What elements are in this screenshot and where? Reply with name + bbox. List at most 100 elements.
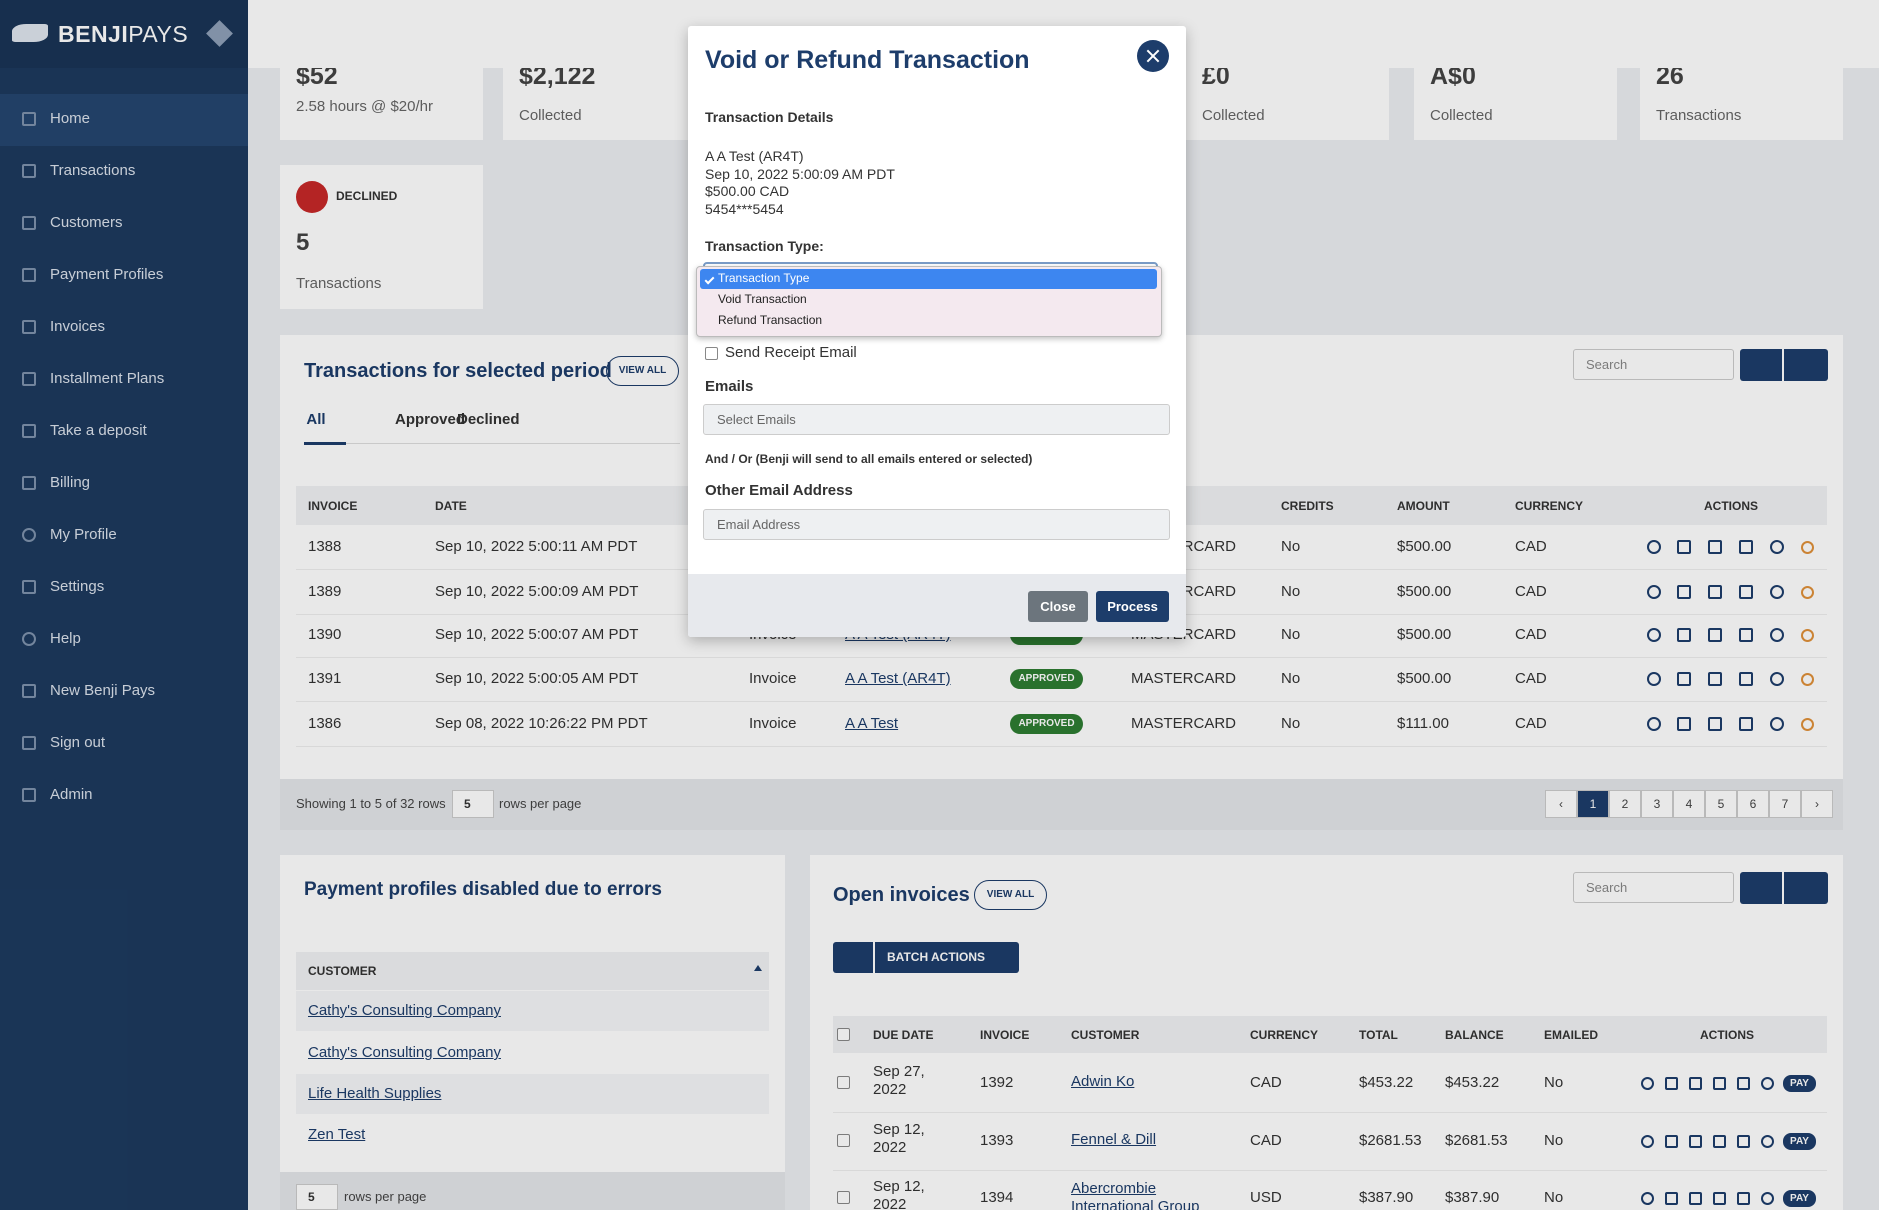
input[interactable]: Email Address bbox=[703, 509, 1170, 540]
nav-item[interactable]: Take a deposit bbox=[50, 422, 147, 439]
nav-item[interactable]: Help bbox=[50, 630, 81, 647]
customer[interactable]: A A Test bbox=[845, 715, 899, 732]
icon[interactable] bbox=[1688, 1076, 1702, 1090]
icon[interactable] bbox=[1640, 1191, 1654, 1205]
nav-item[interactable]: Customers bbox=[50, 214, 123, 231]
pay-button[interactable]: PAY bbox=[1783, 1075, 1816, 1092]
page-button[interactable]: 1 bbox=[1577, 790, 1609, 818]
icon[interactable] bbox=[1770, 540, 1784, 554]
checkbox[interactable] bbox=[837, 1028, 850, 1041]
nav-item[interactable]: Admin bbox=[50, 786, 93, 803]
column-header[interactable]: CURRENCY bbox=[1250, 1028, 1319, 1042]
icon[interactable] bbox=[1712, 1134, 1726, 1148]
checkbox[interactable] bbox=[705, 347, 718, 360]
icon[interactable] bbox=[1739, 672, 1753, 686]
page-button[interactable]: ‹ bbox=[1545, 790, 1577, 818]
icon[interactable] bbox=[1647, 540, 1661, 554]
icon[interactable] bbox=[1712, 1076, 1726, 1090]
nav-item[interactable]: Installment Plans bbox=[50, 370, 165, 387]
icon[interactable] bbox=[1640, 1076, 1654, 1090]
input[interactable]: Select Emails bbox=[703, 404, 1170, 435]
nav-item[interactable]: Payment Profiles bbox=[50, 266, 164, 283]
icon[interactable] bbox=[1677, 717, 1691, 731]
tab[interactable]: All bbox=[306, 411, 326, 428]
column-header[interactable]: BALANCE bbox=[1445, 1028, 1504, 1042]
pay-button[interactable]: PAY bbox=[1783, 1190, 1816, 1207]
columns-button[interactable] bbox=[1784, 872, 1828, 904]
page-size[interactable]: 5 bbox=[296, 1184, 338, 1210]
nav-item[interactable]: Billing bbox=[50, 474, 91, 491]
view-all[interactable]: VIEW ALL bbox=[974, 880, 1047, 910]
customer[interactable]: Cathy's Consulting Company bbox=[308, 1044, 501, 1061]
icon[interactable] bbox=[1688, 1134, 1702, 1148]
option[interactable]: Transaction Type bbox=[718, 271, 810, 285]
checkbox[interactable] bbox=[837, 1134, 850, 1147]
nav-item[interactable]: Invoices bbox=[50, 318, 106, 335]
customer[interactable]: Fennel & Dill bbox=[1071, 1131, 1157, 1148]
page-size[interactable]: 5 bbox=[452, 790, 494, 818]
checkbox[interactable] bbox=[837, 1191, 850, 1204]
column-header[interactable]: AMOUNT bbox=[1397, 499, 1450, 513]
icon[interactable] bbox=[1708, 717, 1722, 731]
icon[interactable] bbox=[1770, 585, 1784, 599]
pay-button[interactable]: PAY bbox=[1783, 1133, 1816, 1150]
icon[interactable] bbox=[1712, 1191, 1726, 1205]
batch-icon-button[interactable] bbox=[833, 942, 873, 973]
checkbox[interactable] bbox=[837, 1076, 850, 1089]
page-button[interactable]: 6 bbox=[1737, 790, 1769, 818]
icon[interactable] bbox=[1677, 672, 1691, 686]
icon[interactable] bbox=[1664, 1076, 1678, 1090]
icon[interactable] bbox=[1736, 1076, 1750, 1090]
search[interactable]: Search bbox=[1573, 872, 1734, 903]
option[interactable]: Refund Transaction bbox=[718, 313, 823, 327]
column-header[interactable]: INVOICE bbox=[308, 499, 358, 513]
icon[interactable] bbox=[1770, 717, 1784, 731]
nav-item[interactable]: New Benji Pays bbox=[50, 682, 156, 699]
process-button[interactable]: Process bbox=[1096, 591, 1169, 622]
icon[interactable] bbox=[1760, 1076, 1774, 1090]
icon[interactable] bbox=[1647, 585, 1661, 599]
nav-item[interactable]: My Profile bbox=[50, 526, 117, 543]
nav-item[interactable]: Settings bbox=[50, 578, 105, 595]
customer[interactable]: Zen Test bbox=[308, 1126, 366, 1143]
page-button[interactable]: 5 bbox=[1705, 790, 1737, 818]
option[interactable]: Void Transaction bbox=[718, 292, 807, 306]
page-button[interactable]: › bbox=[1801, 790, 1833, 818]
icon[interactable] bbox=[1708, 672, 1722, 686]
icon[interactable] bbox=[1708, 585, 1722, 599]
tab[interactable]: Approved bbox=[395, 411, 466, 428]
customer[interactable]: Abercrombie International Group bbox=[1071, 1180, 1200, 1210]
page-button[interactable]: 4 bbox=[1673, 790, 1705, 818]
icon[interactable] bbox=[1736, 1191, 1750, 1205]
icon[interactable] bbox=[1800, 585, 1814, 599]
icon[interactable] bbox=[1677, 628, 1691, 642]
column-header[interactable]: EMAILED bbox=[1544, 1028, 1598, 1042]
page-button[interactable]: 3 bbox=[1641, 790, 1673, 818]
icon[interactable] bbox=[1647, 672, 1661, 686]
customer[interactable]: A A Test (AR4T) bbox=[845, 670, 951, 687]
columns-button[interactable] bbox=[1784, 349, 1828, 381]
refresh-button[interactable] bbox=[1740, 872, 1782, 904]
column-header[interactable]: TOTAL bbox=[1359, 1028, 1398, 1042]
icon[interactable] bbox=[1760, 1134, 1774, 1148]
checkbox-label[interactable]: Send Receipt Email bbox=[725, 344, 857, 361]
view-all[interactable]: VIEW ALL bbox=[606, 356, 679, 386]
icon[interactable] bbox=[1800, 672, 1814, 686]
icon[interactable] bbox=[1647, 717, 1661, 731]
customer[interactable]: Adwin Ko bbox=[1071, 1073, 1135, 1090]
icon[interactable] bbox=[1770, 672, 1784, 686]
icon[interactable] bbox=[1800, 717, 1814, 731]
batch-actions[interactable]: BATCH ACTIONS bbox=[875, 942, 1019, 973]
icon[interactable] bbox=[1739, 628, 1753, 642]
icon[interactable] bbox=[1647, 628, 1661, 642]
nav-item[interactable]: Sign out bbox=[50, 734, 106, 751]
icon[interactable] bbox=[1640, 1134, 1654, 1148]
icon[interactable] bbox=[1800, 628, 1814, 642]
icon[interactable] bbox=[1708, 628, 1722, 642]
tab[interactable]: Declined bbox=[457, 411, 520, 428]
icon[interactable] bbox=[1739, 585, 1753, 599]
icon[interactable] bbox=[1664, 1134, 1678, 1148]
column-header[interactable]: CURRENCY bbox=[1515, 499, 1584, 513]
icon[interactable] bbox=[1688, 1191, 1702, 1205]
icon[interactable] bbox=[1664, 1191, 1678, 1205]
